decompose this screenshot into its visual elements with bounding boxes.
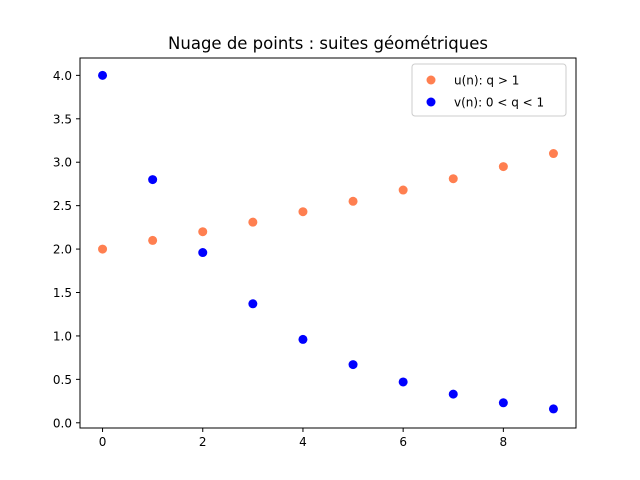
y-axis: 0.0 0.5 1.0 1.5 2.0 2.5 3.0 3.5 4.0 [53, 69, 80, 430]
legend: u(n): q > 1 v(n): 0 < q < 1 [411, 63, 567, 117]
y-tick-label: 2.5 [53, 199, 72, 213]
data-points [98, 70, 558, 414]
data-point [448, 174, 458, 184]
x-tick-label: 8 [500, 435, 508, 449]
x-axis: 0 2 4 6 8 [99, 428, 507, 449]
data-point [398, 185, 408, 195]
y-tick-label: 1.5 [53, 286, 72, 300]
data-point [448, 389, 458, 399]
x-tick-label: 6 [399, 435, 407, 449]
x-tick-label: 4 [299, 435, 307, 449]
data-point [298, 334, 308, 344]
data-point [198, 248, 208, 258]
legend-marker [426, 75, 436, 85]
legend-marker [426, 97, 436, 107]
y-tick-label: 2.0 [53, 243, 72, 257]
data-point [348, 196, 358, 206]
chart-title: Nuage de points : suites géométriques [168, 34, 488, 53]
data-point [248, 299, 258, 309]
data-point [98, 70, 108, 80]
data-point [198, 227, 208, 237]
data-point [548, 404, 558, 414]
x-tick-label: 0 [99, 435, 107, 449]
plot-frame [79, 57, 577, 429]
y-tick-label: 3.5 [53, 112, 72, 126]
data-point [148, 235, 158, 245]
y-tick-label: 3.0 [53, 156, 72, 170]
data-point [298, 207, 308, 217]
data-point [498, 398, 508, 408]
legend-label: u(n): q > 1 [454, 74, 519, 88]
data-point [248, 217, 258, 227]
data-point [148, 175, 158, 185]
data-point [348, 360, 358, 370]
legend-label: v(n): 0 < q < 1 [454, 96, 544, 110]
data-point [498, 162, 508, 172]
y-tick-label: 4.0 [53, 69, 72, 83]
data-point [548, 149, 558, 159]
data-point [98, 244, 108, 254]
x-tick-label: 2 [199, 435, 207, 449]
y-tick-label: 0.5 [53, 373, 72, 387]
data-point [398, 377, 408, 387]
y-tick-label: 0.0 [53, 416, 72, 430]
y-tick-label: 1.0 [53, 329, 72, 343]
legend-box [411, 63, 567, 117]
plot-area [80, 58, 576, 428]
